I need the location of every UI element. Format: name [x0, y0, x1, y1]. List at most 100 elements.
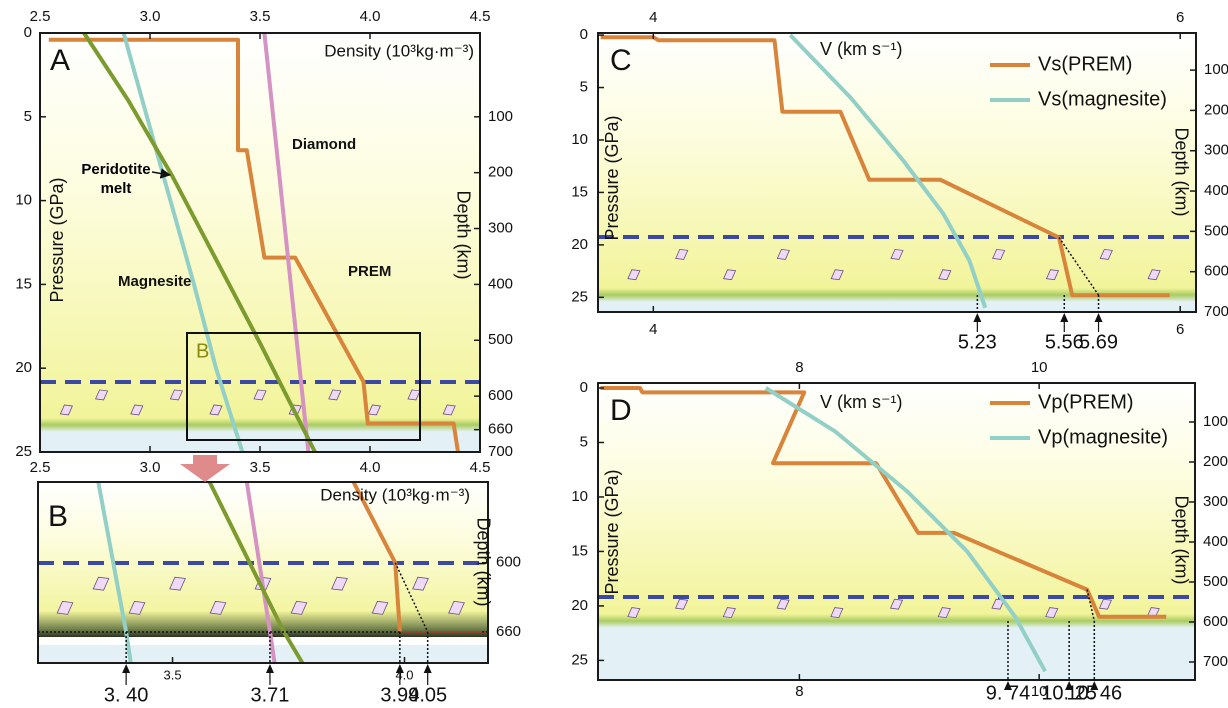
crystal-icon — [992, 248, 1006, 260]
crystal-icon — [890, 248, 904, 260]
y-tick-label: 20 — [571, 236, 588, 253]
crystal-icon — [448, 600, 465, 615]
y2-tick-label: 700 — [1203, 653, 1228, 670]
y2-tick-label: 300 — [1204, 142, 1228, 159]
x-tick-label: 3.5 — [250, 8, 271, 25]
series-label: Peridotite melt — [81, 161, 151, 197]
label-arrow — [151, 168, 172, 179]
crystal-icon — [1045, 607, 1059, 619]
x-tick-label: 2.5 — [30, 8, 51, 25]
marker-label: 4.05 — [408, 684, 447, 706]
crystal-icon — [722, 607, 736, 619]
crystal-icon — [59, 404, 73, 416]
plots: 2.5 2.5 3.0 3.0 3.5 3.5 4.0 4.0 4.5 4.5 0 5 10 15 20 25… — [15, 8, 1228, 706]
y-tick-label: 5 — [580, 79, 588, 96]
y-tick-label: 15 — [571, 542, 588, 559]
crystal-icon — [1098, 598, 1113, 610]
y-tick-label: 15 — [15, 275, 32, 292]
x-tick-label: 4.5 — [470, 459, 491, 476]
y2-tick-label: 400 — [1203, 533, 1228, 550]
legend-label: Vp(magnesite) — [1038, 426, 1168, 448]
y-axis-label: Pressure (GPa) — [47, 177, 67, 302]
crystal-icon — [1099, 248, 1113, 260]
marker-label: 3.99 — [380, 684, 419, 706]
y-tick-label: 10 — [571, 131, 588, 148]
y2-axis-label: Depth (km) — [473, 517, 493, 606]
crystal-icon — [722, 269, 737, 281]
crystal-icon — [367, 404, 381, 416]
marker-label: 9. 74 — [986, 682, 1030, 704]
series-label: PREM — [348, 263, 391, 280]
arrow-head — [1090, 681, 1099, 690]
legend-label: Vs(magnesite) — [1038, 88, 1167, 110]
transition-band — [598, 288, 1196, 302]
lower-mantle — [598, 302, 1196, 312]
plot-frame — [597, 382, 1196, 681]
y-tick-label: 10 — [571, 488, 588, 505]
y2-tick-label: 100 — [488, 108, 513, 125]
y2-tick-label: 700 — [488, 443, 513, 460]
series-line — [764, 386, 1047, 673]
panel-label: C — [610, 44, 632, 77]
y-tick-label: 25 — [571, 288, 588, 305]
marker-label: 5.23 — [958, 331, 997, 353]
zoom-box — [186, 332, 421, 441]
y2-tick-label: 400 — [1204, 182, 1228, 199]
crystal-icon — [331, 576, 348, 591]
panel-label: B — [48, 500, 68, 533]
x-tick-label: 6 — [1176, 321, 1184, 338]
y-tick-label: 0 — [24, 24, 32, 41]
y-tick-label: 20 — [571, 597, 588, 614]
lower-mantle — [38, 645, 488, 663]
x-axis-label: V (km s⁻¹) — [820, 392, 903, 412]
y2-axis-label: Depth (km) — [453, 190, 473, 279]
x-tick-label: 4 — [649, 9, 657, 26]
crystal-icon — [830, 607, 844, 619]
crystal-icon — [675, 248, 689, 260]
x-tick-label: 10 — [1031, 683, 1048, 700]
zoom-label: B — [196, 340, 209, 362]
crystal-icon — [412, 576, 429, 591]
crystal-icon — [442, 404, 456, 416]
marker-label: 5.69 — [1079, 331, 1118, 353]
y2-tick-label: 600 — [488, 387, 513, 404]
x-tick-label: 4.0 — [360, 8, 381, 25]
series-line — [351, 481, 402, 633]
marker-label: 3.71 — [250, 684, 289, 706]
crystal-icon — [938, 269, 952, 281]
y2-axis-label: Depth (km) — [1171, 495, 1191, 584]
label-box: Peridotite melt — [81, 161, 151, 197]
crystal-icon — [889, 598, 904, 610]
series-line — [121, 32, 245, 453]
marker-label: 10. 25 — [1041, 682, 1097, 704]
y2-tick-label: 600 — [1203, 613, 1228, 630]
background — [598, 33, 1196, 288]
x-tick-label: 3.0 — [140, 8, 161, 25]
panel-label: A — [50, 44, 70, 77]
series-line — [82, 31, 317, 453]
crystal-icon — [371, 600, 389, 615]
transition-band — [598, 614, 1195, 628]
series-line — [600, 35, 1170, 298]
x-tick-label: 2.5 — [30, 459, 51, 476]
crystal-icon — [253, 389, 267, 401]
x-tick-label: 3.5 — [250, 459, 271, 476]
y-tick-label: 25 — [571, 651, 588, 668]
crystal-icon — [1045, 269, 1060, 281]
crystal-icon — [56, 600, 74, 615]
series-line — [262, 32, 311, 453]
series-label: Diamond — [292, 136, 356, 153]
y2-tick-label: 400 — [488, 275, 513, 292]
y-tick-label: 15 — [571, 183, 588, 200]
y2-axis-label: Depth (km) — [1171, 127, 1191, 216]
y-axis-label: Pressure (GPa) — [602, 115, 622, 240]
crystal-icon — [627, 607, 641, 619]
crystal-icon — [776, 248, 790, 260]
x-tick-label: 3.0 — [140, 459, 161, 476]
y2-tick-label: 300 — [488, 220, 513, 237]
arrow-head — [265, 664, 274, 673]
crystal-icon — [92, 576, 110, 591]
y-tick-label: 10 — [15, 192, 32, 209]
y2-tick-label: 200 — [1203, 453, 1228, 470]
plot-frame — [37, 481, 489, 664]
